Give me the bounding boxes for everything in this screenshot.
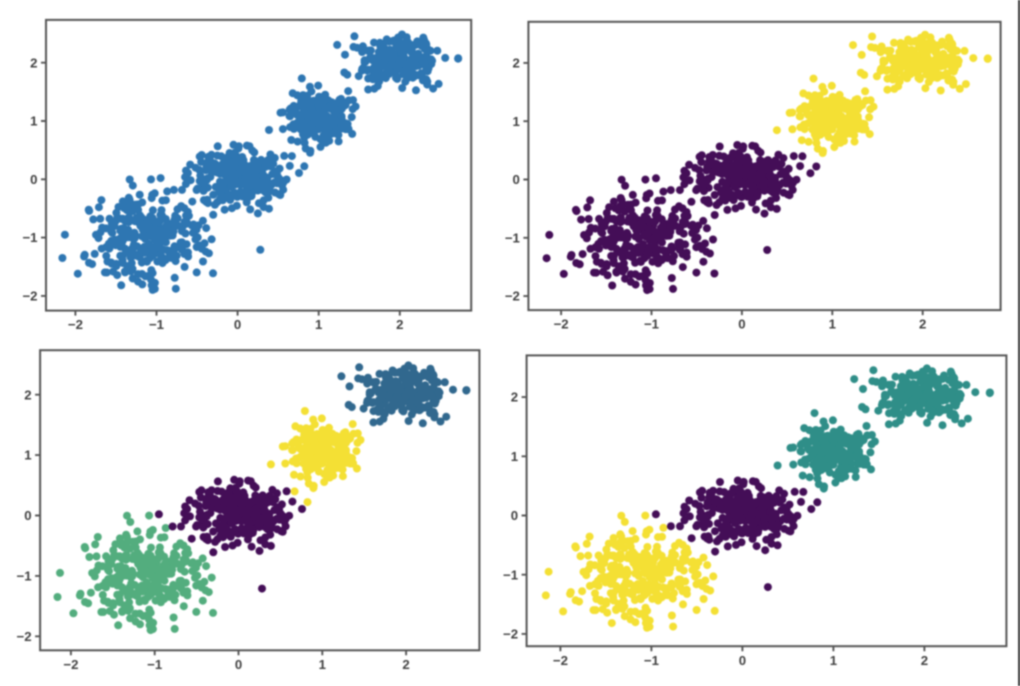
svg-text:0: 0	[511, 508, 518, 523]
svg-text:0: 0	[513, 172, 520, 187]
svg-text:−2: −2	[503, 627, 518, 642]
svg-text:0: 0	[234, 317, 241, 332]
svg-text:2: 2	[30, 55, 37, 70]
svg-text:−2: −2	[63, 657, 78, 672]
svg-text:−1: −1	[17, 569, 32, 584]
svg-text:2: 2	[402, 657, 409, 672]
svg-text:−2: −2	[505, 289, 520, 304]
svg-text:−1: −1	[147, 657, 162, 672]
svg-text:1: 1	[315, 317, 322, 332]
svg-text:−1: −1	[503, 567, 518, 582]
svg-text:−2: −2	[22, 289, 37, 304]
svg-text:2: 2	[24, 387, 31, 402]
svg-text:−2: −2	[553, 653, 568, 668]
svg-text:2: 2	[396, 317, 403, 332]
svg-text:0: 0	[30, 172, 37, 187]
svg-text:0: 0	[739, 653, 746, 668]
svg-text:1: 1	[513, 114, 520, 129]
svg-text:−1: −1	[505, 230, 520, 245]
svg-text:−1: −1	[22, 230, 37, 245]
svg-text:−1: −1	[644, 653, 659, 668]
svg-text:−2: −2	[17, 629, 32, 644]
svg-text:1: 1	[319, 657, 326, 672]
svg-text:−1: −1	[644, 317, 659, 332]
svg-text:2: 2	[921, 653, 928, 668]
svg-text:1: 1	[511, 449, 518, 464]
svg-text:0: 0	[738, 317, 745, 332]
svg-text:1: 1	[829, 317, 836, 332]
svg-text:−2: −2	[554, 317, 569, 332]
svg-text:2: 2	[513, 56, 520, 71]
svg-text:1: 1	[30, 114, 37, 129]
svg-text:2: 2	[511, 390, 518, 405]
svg-text:−2: −2	[68, 317, 83, 332]
svg-text:1: 1	[830, 653, 837, 668]
svg-text:0: 0	[24, 508, 31, 523]
svg-text:−1: −1	[149, 317, 164, 332]
svg-text:0: 0	[235, 657, 242, 672]
svg-text:1: 1	[24, 448, 31, 463]
svg-text:2: 2	[919, 317, 926, 332]
